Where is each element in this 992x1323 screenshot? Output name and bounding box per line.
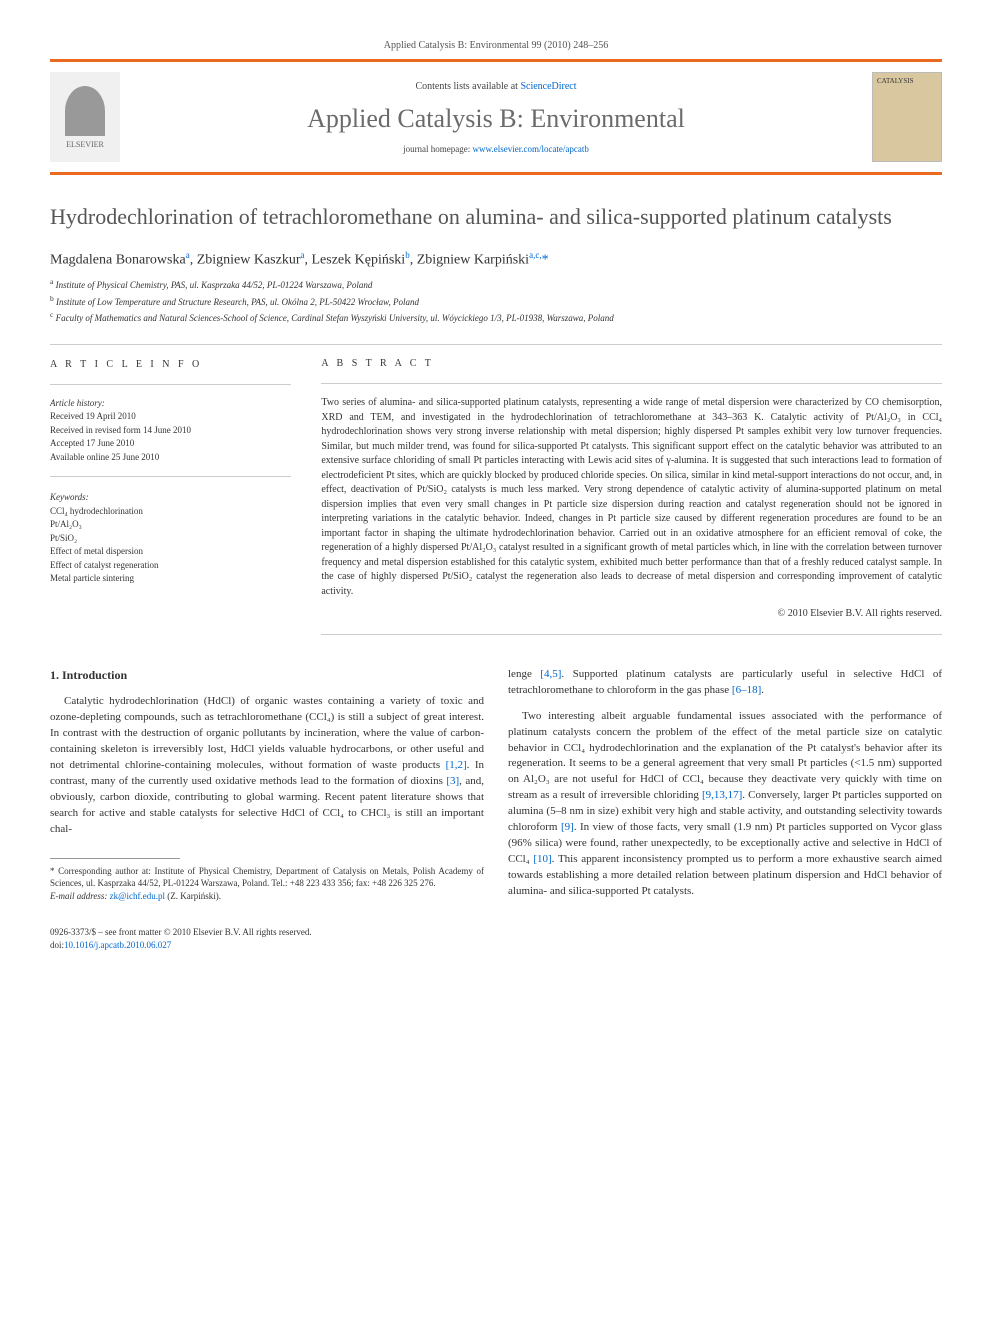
affiliation-b: b Institute of Low Temperature and Struc…: [50, 293, 942, 310]
footnote-email-line: E-mail address: zk@ichf.edu.pl (Z. Karpi…: [50, 890, 484, 903]
citation-link[interactable]: [3]: [446, 775, 459, 787]
keyword: Pt/SiO₂: [50, 532, 291, 546]
journal-citation: Applied Catalysis B: Environmental 99 (2…: [50, 40, 942, 51]
history-online: Available online 25 June 2010: [50, 451, 291, 465]
footnote-text: * Corresponding author at: Institute of …: [50, 865, 484, 890]
abstract-text: Two series of alumina- and silica-suppor…: [321, 396, 942, 599]
article-body: 1. Introduction Catalytic hydrodechlorin…: [50, 667, 942, 906]
keyword: Metal particle sintering: [50, 572, 291, 586]
contents-line: Contents lists available at ScienceDirec…: [140, 81, 852, 92]
doi-line: doi:10.1016/j.apcatb.2010.06.027: [50, 939, 942, 952]
history-revised: Received in revised form 14 June 2010: [50, 424, 291, 438]
keyword: Effect of metal dispersion: [50, 545, 291, 559]
divider: [50, 384, 291, 385]
info-abstract-row: A R T I C L E I N F O Article history: R…: [50, 357, 942, 647]
page-footer: 0926-3373/$ – see front matter © 2010 El…: [50, 926, 942, 951]
body-paragraph: Catalytic hydrodechlorination (HdCl) of …: [50, 694, 484, 837]
keyword: Effect of catalyst regeneration: [50, 559, 291, 573]
corresponding-author-footnote: * Corresponding author at: Institute of …: [50, 865, 484, 903]
article-info-heading: A R T I C L E I N F O: [50, 357, 291, 372]
cover-logo-text: CATALYSIS: [877, 77, 913, 85]
abstract-column: A B S T R A C T Two series of alumina- a…: [321, 357, 942, 647]
footnote-separator: [50, 858, 180, 859]
section-heading-introduction: 1. Introduction: [50, 667, 484, 684]
divider: [50, 476, 291, 477]
author-list: Magdalena Bonarowskaa, Zbigniew Kaszkura…: [50, 250, 942, 269]
divider: [50, 344, 942, 345]
body-paragraph: Two interesting albeit arguable fundamen…: [508, 709, 942, 900]
keywords-label: Keywords:: [50, 491, 291, 505]
keyword: CCl₄ hydrodechlorination: [50, 505, 291, 519]
publisher-logo-text: ELSEVIER: [66, 140, 104, 149]
elsevier-tree-icon: [65, 86, 105, 136]
divider: [321, 383, 942, 384]
journal-title: Applied Catalysis B: Environmental: [140, 104, 852, 134]
article-info-column: A R T I C L E I N F O Article history: R…: [50, 357, 291, 647]
homepage-prefix: journal homepage:: [403, 144, 472, 154]
doi-prefix: doi:: [50, 940, 64, 950]
history-received: Received 19 April 2010: [50, 410, 291, 424]
journal-banner: ELSEVIER Contents lists available at Sci…: [50, 59, 942, 175]
affiliations: a Institute of Physical Chemistry, PAS, …: [50, 276, 942, 326]
body-paragraph-continuation: lenge [4,5]. Supported platinum catalyst…: [508, 667, 942, 699]
abstract-heading: A B S T R A C T: [321, 357, 942, 372]
journal-cover-thumbnail: CATALYSIS: [872, 72, 942, 162]
citation-link[interactable]: [10]: [533, 853, 551, 865]
email-suffix: (Z. Karpiński).: [165, 891, 221, 901]
banner-center: Contents lists available at ScienceDirec…: [120, 81, 872, 154]
publisher-logo: ELSEVIER: [50, 72, 120, 162]
corresponding-email-link[interactable]: zk@ichf.edu.pl: [110, 891, 165, 901]
citation-link[interactable]: [9]: [561, 821, 574, 833]
sciencedirect-link[interactable]: ScienceDirect: [520, 81, 576, 92]
citation-link[interactable]: [6–18]: [732, 684, 761, 696]
doi-link[interactable]: 10.1016/j.apcatb.2010.06.027: [64, 940, 171, 950]
history-accepted: Accepted 17 June 2010: [50, 437, 291, 451]
journal-homepage-link[interactable]: www.elsevier.com/locate/apcatb: [473, 144, 589, 154]
history-label: Article history:: [50, 397, 291, 411]
citation-link[interactable]: [9,13,17]: [702, 789, 742, 801]
affiliation-c: c Faculty of Mathematics and Natural Sci…: [50, 309, 942, 326]
affiliation-a: a Institute of Physical Chemistry, PAS, …: [50, 276, 942, 293]
citation-link[interactable]: [1,2]: [446, 759, 467, 771]
article-title: Hydrodechlorination of tetrachloromethan…: [50, 203, 942, 232]
citation-link[interactable]: [4,5]: [540, 668, 561, 680]
issn-line: 0926-3373/$ – see front matter © 2010 El…: [50, 926, 942, 939]
contents-prefix: Contents lists available at: [415, 81, 520, 92]
email-label: E-mail address:: [50, 891, 110, 901]
keyword: Pt/Al₂O₃: [50, 518, 291, 532]
abstract-copyright: © 2010 Elsevier B.V. All rights reserved…: [321, 607, 942, 622]
divider: [321, 634, 942, 635]
homepage-line: journal homepage: www.elsevier.com/locat…: [140, 144, 852, 154]
